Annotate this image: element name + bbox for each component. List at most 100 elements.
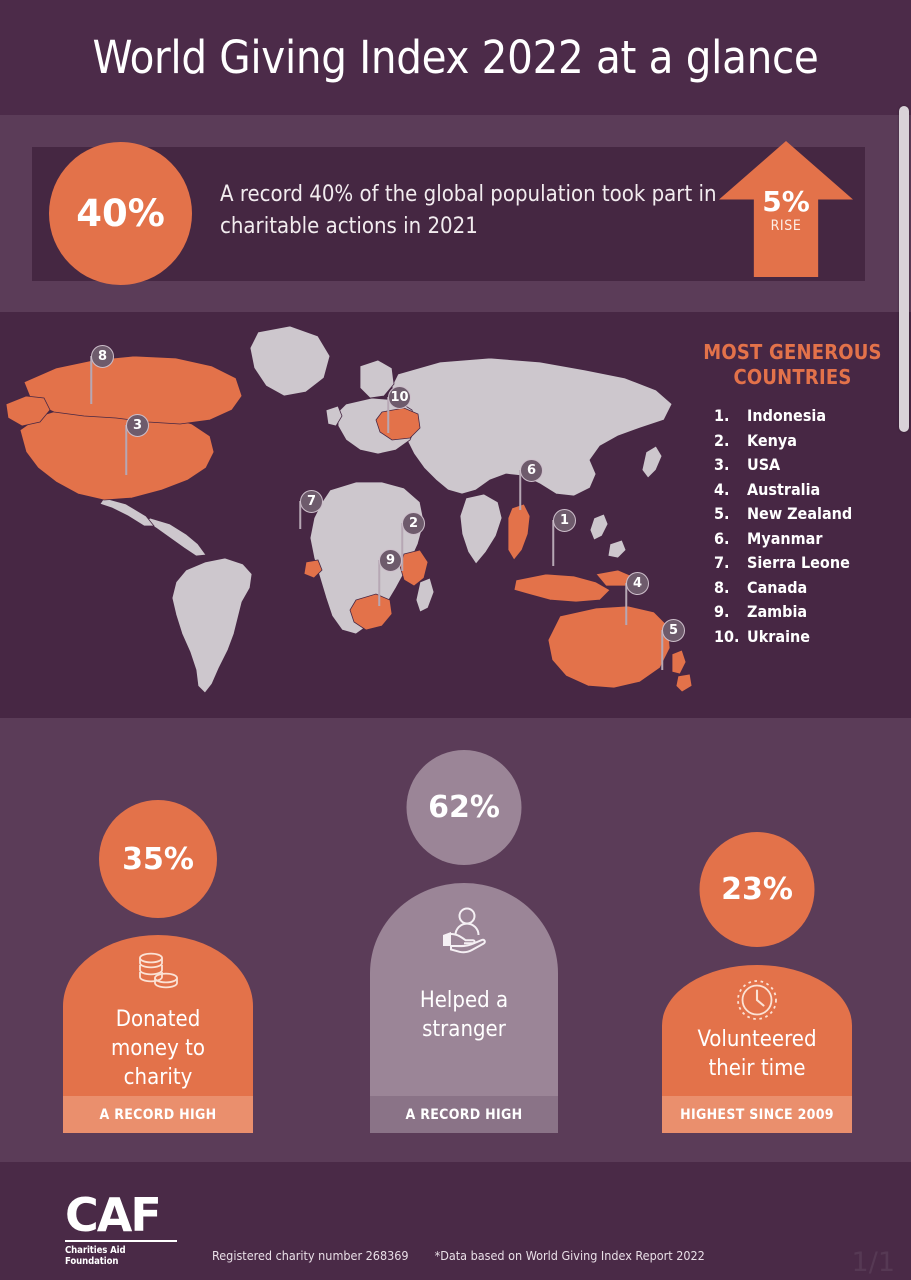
list-item: 5. New Zealand — [714, 502, 905, 527]
country-rank: 9. — [714, 602, 730, 621]
list-item: 2. Kenya — [714, 429, 905, 454]
world-map — [0, 312, 700, 718]
card-footer-badge: A RECORD HIGH — [370, 1096, 558, 1133]
header-band — [0, 0, 911, 115]
stat-card-helped: 62% Helped a stranger A RECORD HIGH — [370, 750, 558, 1133]
country-name: Australia — [747, 479, 821, 499]
card-label: Volunteered their time — [662, 1025, 852, 1083]
card-label: Helped a stranger — [370, 986, 558, 1044]
caf-logo-subtitle: Charities Aid Foundation — [65, 1245, 126, 1267]
scrollbar-thumb[interactable] — [899, 106, 909, 432]
pin-number: 3 — [126, 414, 149, 437]
country-rank: 3. — [714, 455, 730, 474]
caf-logo-mark: CAF — [65, 1188, 162, 1242]
card-percent-circle: 23% — [699, 832, 815, 947]
caf-logo-rule — [65, 1240, 177, 1242]
pin-stem — [552, 520, 554, 566]
most-generous-countries: MOST GENEROUS COUNTRIES 1. Indonesia 2. … — [680, 340, 905, 649]
pin-stem — [661, 630, 663, 670]
clock-icon — [734, 977, 780, 1028]
country-rank: 5. — [714, 504, 730, 523]
card-percent-circle: 62% — [406, 750, 522, 865]
list-item: 4. Australia — [714, 478, 905, 503]
card-label-line1: Volunteered — [697, 1027, 817, 1052]
card-label: Donated money to charity — [63, 1005, 253, 1092]
pin-stem — [299, 501, 301, 529]
pin-stem — [90, 356, 92, 404]
page-title: World Giving Index 2022 at a glance — [92, 31, 819, 84]
country-rank: 4. — [714, 479, 730, 499]
registration-note: Registered charity number 268369 — [212, 1248, 409, 1263]
list-item: 6. Myanmar — [714, 527, 905, 552]
pin-number: 10 — [388, 386, 411, 409]
countries-list: 1. Indonesia 2. Kenya 3. USA 4. Australi… — [680, 404, 905, 649]
card-footer-badge: A RECORD HIGH — [63, 1096, 253, 1133]
list-item: 1. Indonesia — [714, 404, 905, 429]
pin-stem — [625, 583, 627, 625]
source-note: *Data based on World Giving Index Report… — [434, 1248, 705, 1263]
helping-hand-icon — [437, 905, 491, 962]
rise-label: RISE — [770, 218, 802, 234]
pin-number: 2 — [402, 512, 425, 535]
card-footer-badge: HIGHEST SINCE 2009 — [662, 1096, 852, 1133]
stat-card-volunteered: 23% Volunteered their time HIGHEST SINCE… — [662, 832, 852, 1133]
countries-heading-line2: COUNTRIES — [733, 365, 852, 389]
card-label-line2: their time — [708, 1056, 806, 1081]
pin-number: 6 — [520, 459, 543, 482]
country-name: Myanmar — [747, 528, 823, 548]
country-name: Indonesia — [747, 406, 827, 425]
card-body: Helped a stranger A RECORD HIGH — [370, 883, 558, 1133]
card-percent-circle: 35% — [99, 800, 217, 918]
stat-card-donated: 35% Donated money to charity A RECORD HI… — [63, 800, 253, 1133]
pin-number: 4 — [626, 572, 649, 595]
list-item: 8. Canada — [714, 576, 905, 601]
pin-number: 7 — [300, 490, 323, 513]
pin-stem — [378, 560, 380, 606]
country-name: USA — [747, 455, 781, 474]
country-name: New Zealand — [747, 504, 853, 523]
country-rank: 1. — [714, 406, 730, 425]
country-name: Sierra Leone — [747, 553, 850, 572]
scrollbar-track[interactable] — [897, 0, 911, 1280]
country-rank: 7. — [714, 553, 730, 572]
pin-number: 1 — [553, 509, 576, 532]
headline-stat-banner: 40% A record 40% of the global populatio… — [32, 141, 865, 285]
headline-sentence: A record 40% of the global population to… — [220, 182, 717, 239]
rise-percent: 5% — [762, 185, 810, 218]
pin-number: 9 — [379, 549, 402, 572]
pin-number: 8 — [91, 345, 114, 368]
card-label-line1: Helped a — [419, 988, 509, 1013]
page-indicator: 1/1 — [851, 1247, 895, 1278]
card-label-line2: stranger — [422, 1017, 506, 1042]
country-rank: 10. — [714, 626, 740, 646]
list-item: 9. Zambia — [714, 600, 905, 625]
country-name: Zambia — [747, 602, 808, 621]
footer-notes: Registered charity number 268369 *Data b… — [212, 1248, 705, 1263]
pin-stem — [519, 470, 521, 510]
countries-heading: MOST GENEROUS COUNTRIES — [680, 340, 905, 390]
card-label-line1: Donated — [115, 1007, 201, 1032]
country-name: Ukraine — [747, 626, 811, 646]
country-rank: 2. — [714, 430, 730, 450]
pin-stem — [387, 397, 389, 433]
list-item: 3. USA — [714, 453, 905, 478]
list-item: 10. Ukraine — [714, 625, 905, 650]
card-label-line2: money to — [111, 1036, 205, 1061]
card-body: Volunteered their time HIGHEST SINCE 200… — [662, 965, 852, 1133]
headline-percent-circle: 40% — [49, 142, 192, 285]
coins-icon — [135, 951, 181, 998]
list-item: 7. Sierra Leone — [714, 551, 905, 576]
country-name: Canada — [747, 577, 808, 597]
country-rank: 8. — [714, 577, 730, 597]
world-map-svg — [5, 325, 693, 694]
pin-stem — [125, 425, 127, 475]
rise-arrow-icon: 5% RISE — [719, 141, 853, 277]
pin-number: 5 — [662, 619, 685, 642]
country-rank: 6. — [714, 528, 730, 548]
footer-band — [0, 1162, 911, 1280]
card-label-line3: charity — [123, 1065, 193, 1090]
pin-stem — [401, 523, 403, 571]
countries-heading-line1: MOST GENEROUS — [703, 340, 882, 364]
caf-logo: CAF Charities Aid Foundation — [65, 1192, 177, 1267]
